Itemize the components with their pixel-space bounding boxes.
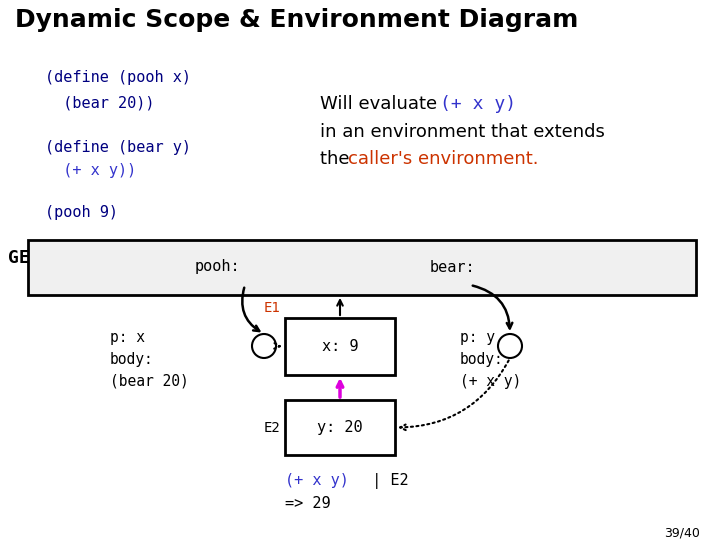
Text: => 29: => 29 [285,496,330,511]
Bar [285,400,395,455]
Text: Will evaluate: Will evaluate [320,95,443,113]
Text: (define (pooh x): (define (pooh x) [45,70,191,85]
Text: (define (bear y): (define (bear y) [45,140,191,155]
Text: E2: E2 [264,421,280,435]
Text: (+ x y)): (+ x y)) [45,163,136,178]
Text: y: 20: y: 20 [318,420,363,435]
Text: (+ x y): (+ x y) [285,473,349,488]
Text: in an environment that extends: in an environment that extends [320,123,605,141]
Bar [28,240,696,295]
Text: bear:: bear: [430,260,476,274]
Text: p: x: p: x [110,330,145,345]
Text: caller's environment.: caller's environment. [348,150,539,168]
Text: Dynamic Scope & Environment Diagram: Dynamic Scope & Environment Diagram [15,8,578,32]
Text: the: the [320,150,355,168]
Text: 39/40: 39/40 [664,527,700,540]
Text: (+ x y): (+ x y) [460,374,521,389]
Bar [285,318,395,375]
Text: GE: GE [8,249,30,267]
Text: body:: body: [110,352,154,367]
Text: body:: body: [460,352,504,367]
Text: (+ x y): (+ x y) [440,95,516,113]
Text: E1: E1 [264,301,280,315]
Text: | E2: | E2 [363,473,409,489]
Text: x: 9: x: 9 [322,339,359,354]
Text: (bear 20): (bear 20) [110,374,189,389]
Text: p: y: p: y [460,330,495,345]
Text: (pooh 9): (pooh 9) [45,205,118,220]
Text: (bear 20)): (bear 20)) [45,95,155,110]
Text: pooh:: pooh: [195,260,240,274]
